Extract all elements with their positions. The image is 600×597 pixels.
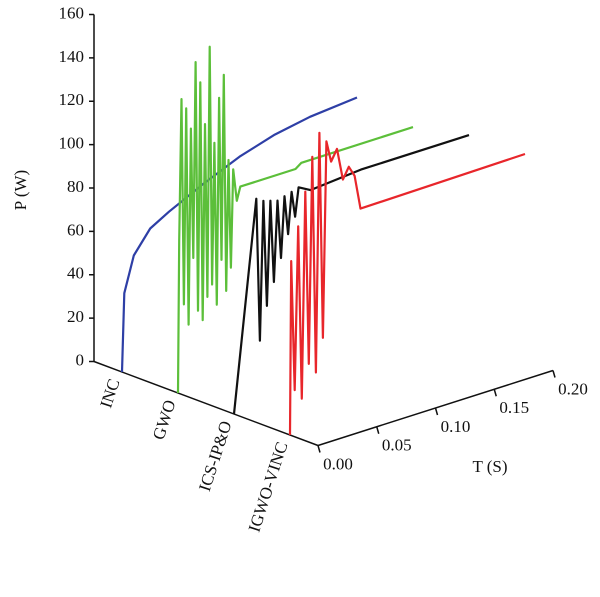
y-axis-title: P (W) (11, 170, 30, 210)
y-tick-label: 120 (59, 90, 85, 109)
y-tick-label: 80 (67, 177, 84, 196)
x-tick (317, 445, 321, 453)
category-label: ICS-IP&O (195, 419, 236, 494)
category-label: GWO (149, 398, 180, 442)
x-tick-label: 0.10 (441, 417, 471, 436)
x-tick-label: 0.20 (558, 379, 588, 398)
category-label: IGWO-VINC (245, 440, 292, 535)
x-tick-label: 0.00 (323, 454, 353, 473)
category-label: INC (96, 377, 123, 411)
x-tick (434, 407, 439, 416)
y-tick-label: 60 (67, 220, 84, 239)
x-tick (376, 426, 380, 434)
x-tick (493, 389, 497, 397)
series-line (176, 45, 414, 394)
x-tick (552, 370, 556, 378)
series-line (288, 131, 526, 436)
y-tick-label: 40 (67, 264, 84, 283)
x-tick-label: 0.15 (499, 398, 529, 417)
y-tick-label: 20 (67, 307, 84, 326)
y-tick-label: 0 (76, 350, 85, 369)
y-tick-label: 140 (59, 47, 85, 66)
series-line (232, 134, 470, 415)
category-axis (93, 360, 319, 447)
y-tick-label: 100 (59, 134, 85, 153)
x-tick-label: 0.05 (382, 436, 412, 455)
y-tick-label: 160 (59, 3, 85, 22)
x-axis-title: T (S) (472, 457, 507, 476)
